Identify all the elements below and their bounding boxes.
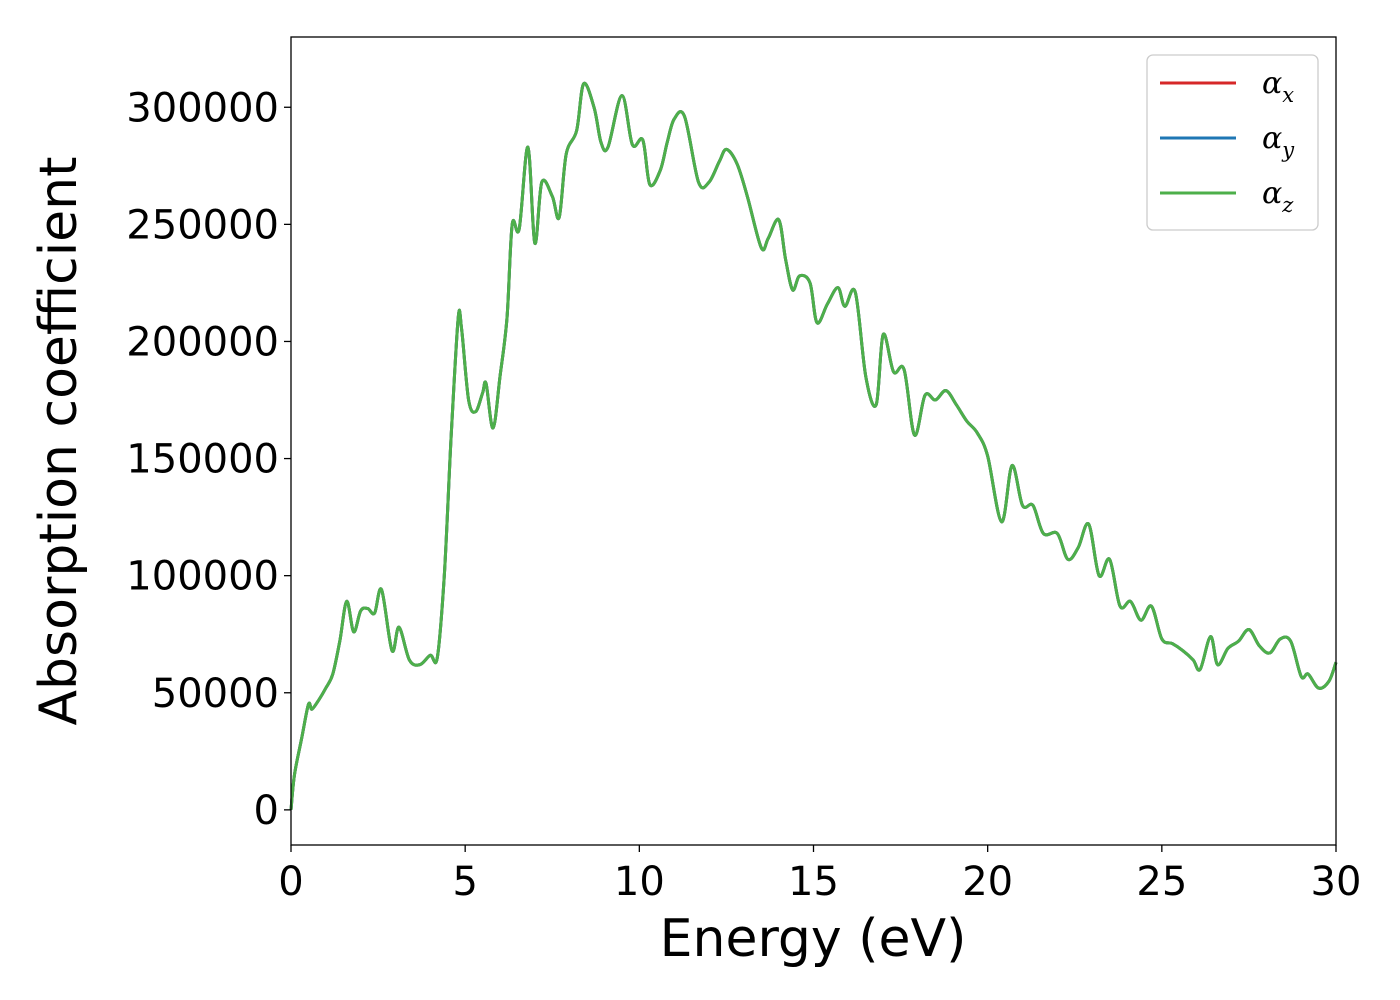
plot-lines — [289, 81, 1338, 811]
y-tick-label: 100000 — [126, 554, 279, 600]
legend-label-alpha-x: αx — [1262, 66, 1294, 107]
y-axis-ticks: 0 50000 100000 150000 200000 250000 300000 — [126, 85, 291, 834]
x-tick-label: 5 — [452, 859, 477, 905]
x-axis-title: Energy (eV) — [660, 909, 967, 969]
x-tick-label: 20 — [962, 859, 1013, 905]
y-axis-title: Absorption coefficient — [29, 156, 89, 725]
x-axis-ticks: 0 5 10 15 20 25 30 — [278, 845, 1361, 905]
x-tick-label: 25 — [1136, 859, 1187, 905]
x-tick-label: 0 — [278, 859, 303, 905]
legend-label-alpha-y: αy — [1262, 121, 1295, 162]
series-line-alpha-z — [289, 81, 1338, 811]
y-tick-label: 0 — [254, 788, 279, 834]
legend: αx αy αz — [1146, 54, 1319, 231]
legend-box — [1146, 54, 1319, 231]
y-tick-label: 200000 — [126, 319, 279, 365]
x-tick-label: 10 — [614, 859, 665, 905]
x-tick-label: 30 — [1311, 859, 1362, 905]
y-tick-label: 300000 — [126, 85, 279, 131]
y-tick-label: 250000 — [126, 202, 279, 248]
x-tick-label: 15 — [788, 859, 839, 905]
y-tick-label: 50000 — [152, 671, 279, 717]
y-tick-label: 150000 — [126, 437, 279, 483]
legend-label-alpha-z: αz — [1262, 176, 1294, 217]
